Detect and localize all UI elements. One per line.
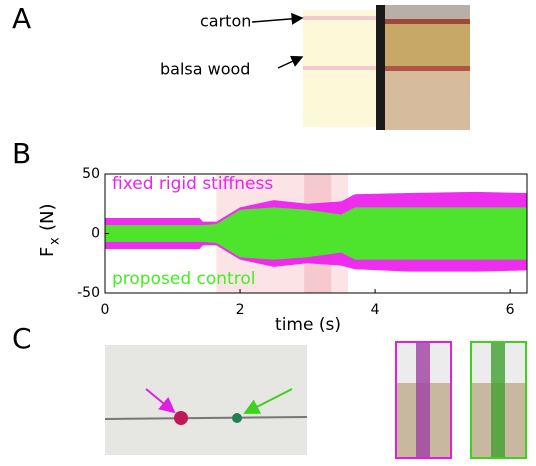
- carton-band: [303, 66, 376, 70]
- x-tick-label: 6: [506, 302, 515, 318]
- x-axis-label: time (s): [275, 315, 341, 335]
- y-tick-label: 0: [91, 226, 100, 242]
- panel-letter: C: [12, 322, 32, 355]
- label: balsa wood: [160, 60, 250, 79]
- carton-band: [303, 16, 376, 20]
- arrow: [277, 55, 304, 69]
- photo: [104, 345, 308, 455]
- photo: [395, 341, 527, 459]
- arrow: [251, 12, 304, 25]
- y-axis-label-sub: x: [48, 237, 63, 245]
- y-tick-label: 50: [82, 166, 100, 182]
- x-tick-label: 0: [101, 302, 110, 318]
- y-axis-label-main: F: [37, 247, 58, 257]
- signal-band: [105, 207, 527, 260]
- x-tick-label: 4: [371, 302, 380, 318]
- label: carton: [200, 12, 251, 31]
- photo: [376, 5, 470, 130]
- panel-letter: B: [12, 137, 31, 170]
- panel-letter: A: [12, 2, 31, 35]
- y-axis-label-unit: (N): [37, 203, 58, 231]
- y-axis-label: Fx (N): [37, 203, 63, 257]
- legend-label: proposed control: [112, 269, 255, 289]
- x-tick-label: 2: [236, 302, 245, 318]
- legend-label: fixed rigid stiffness: [112, 174, 273, 194]
- y-tick-label: -50: [77, 285, 100, 301]
